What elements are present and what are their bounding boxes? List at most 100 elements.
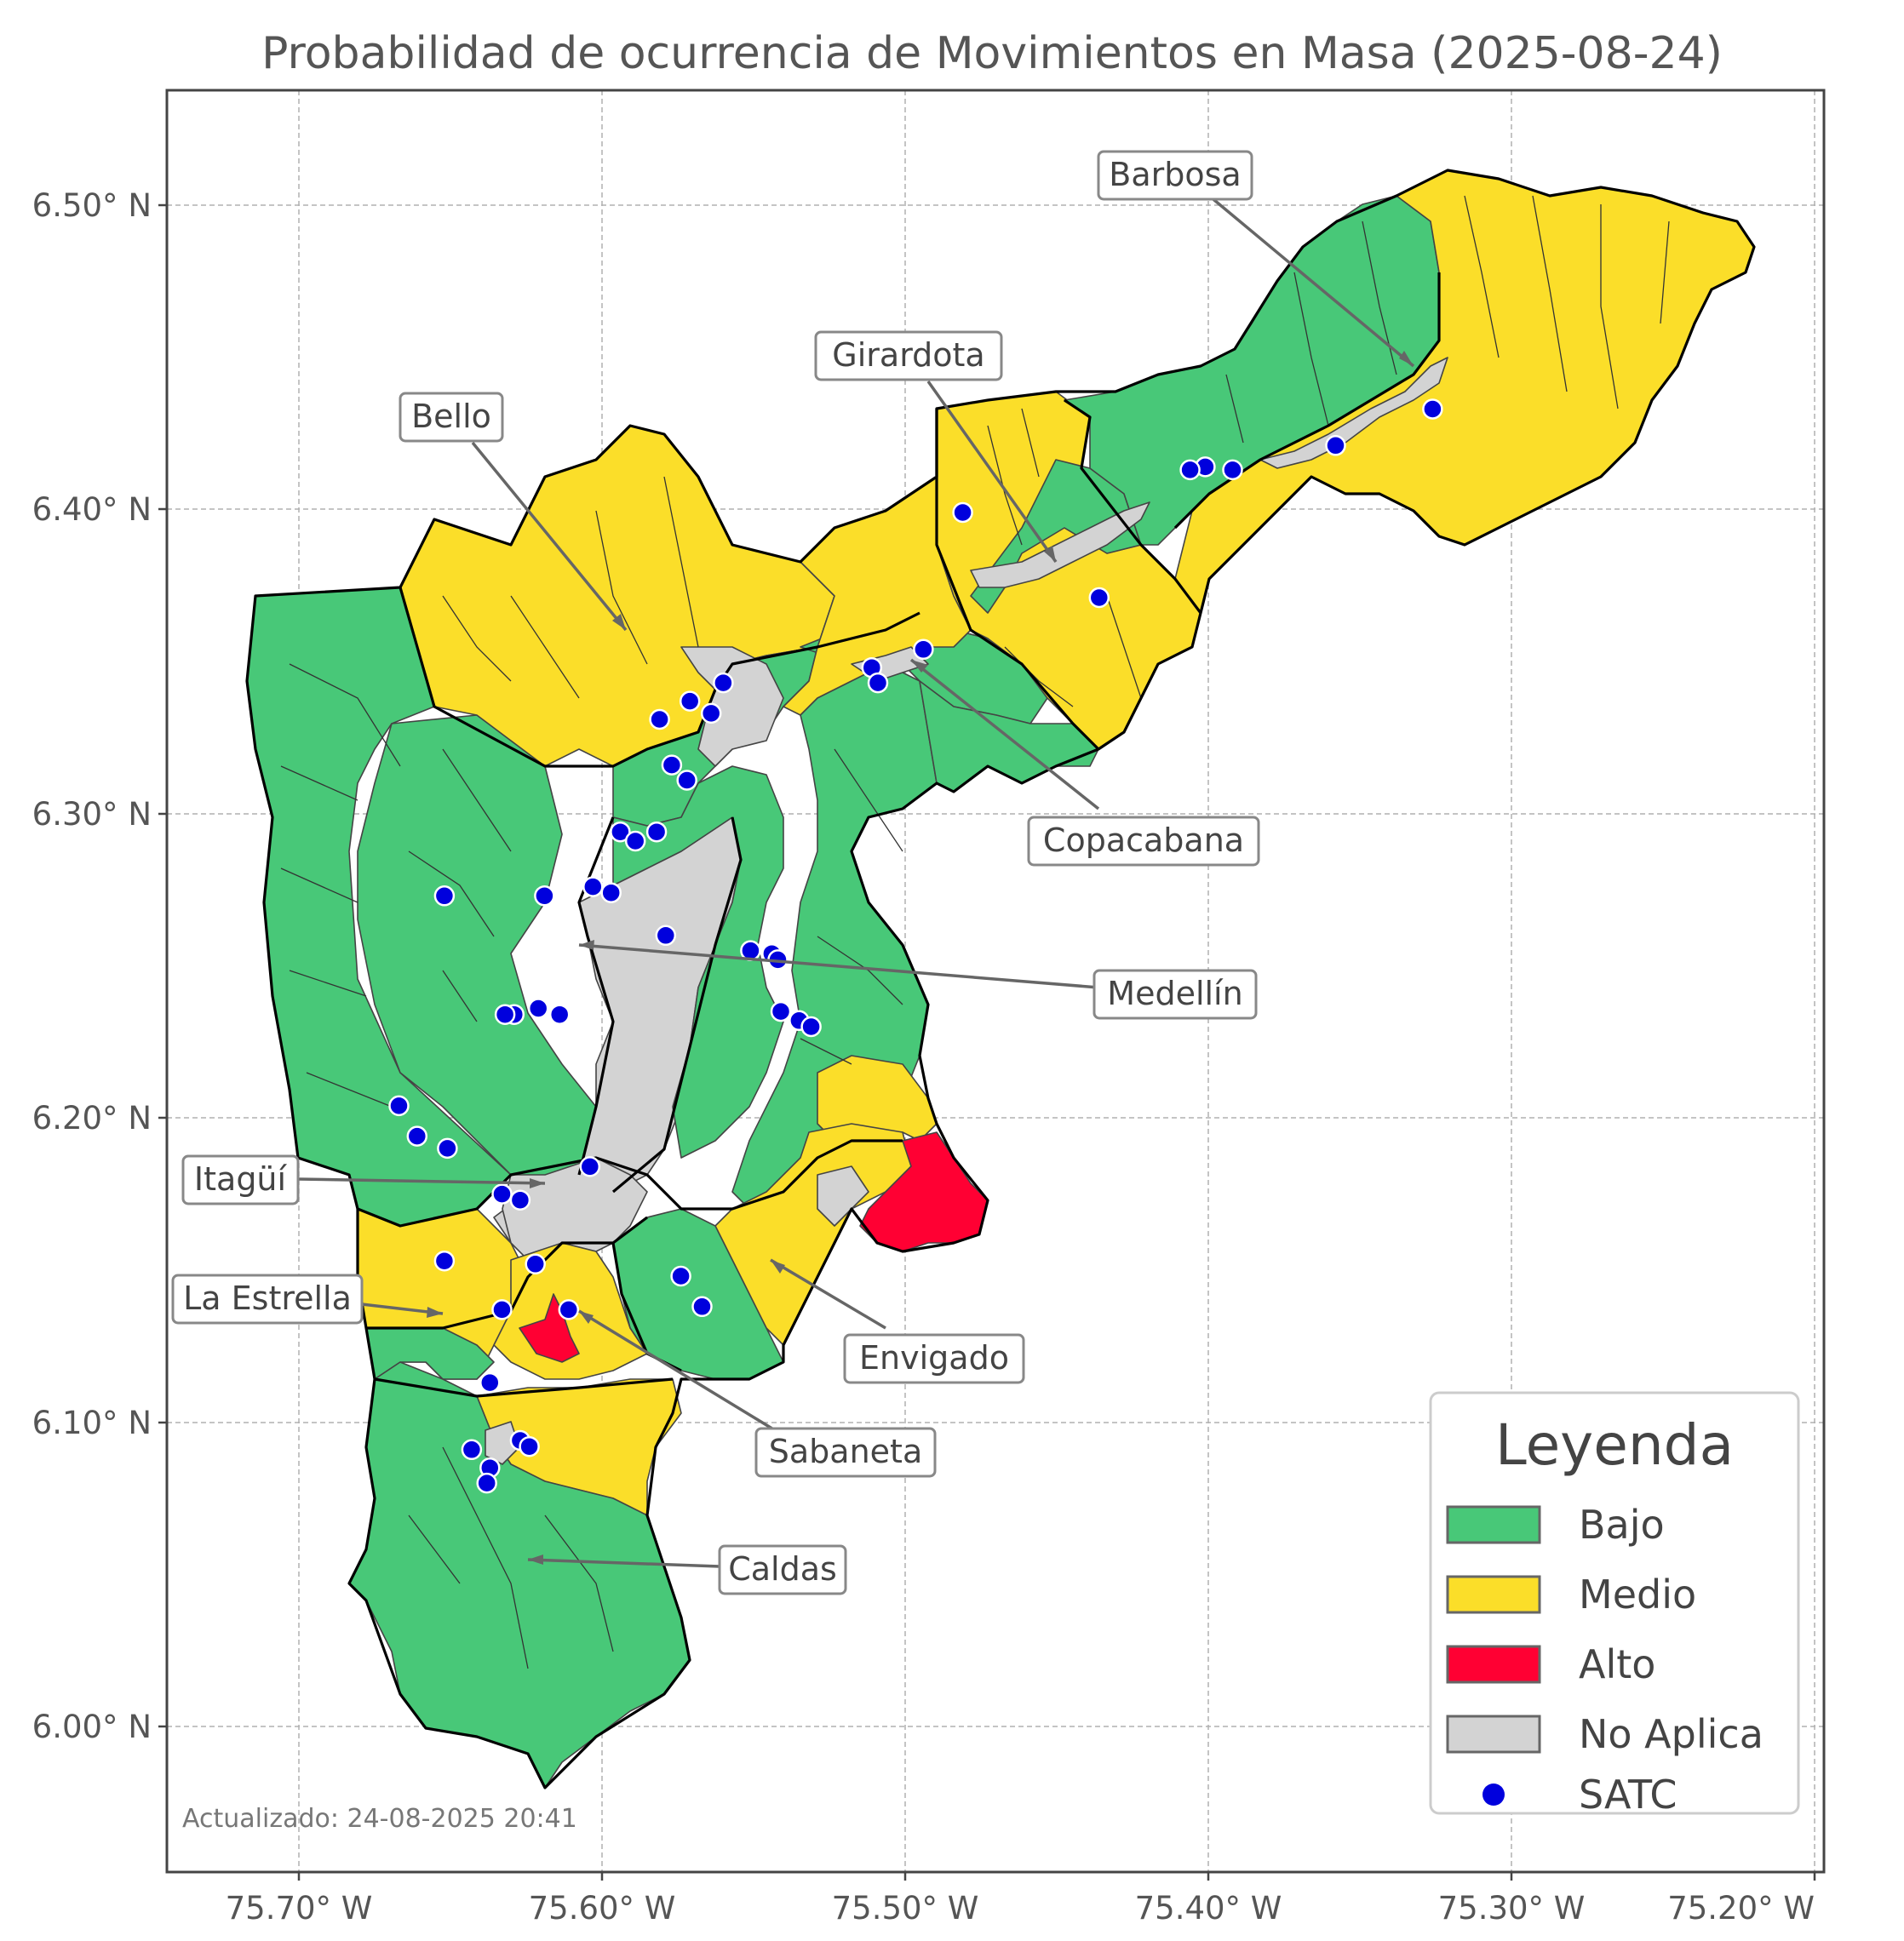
x-tick-label: 75.70° W <box>226 1890 373 1927</box>
legend-title: Leyenda <box>1495 1412 1734 1478</box>
satc-station-marker[interactable] <box>700 702 722 724</box>
satc-station-marker[interactable] <box>548 1004 571 1025</box>
callout-labels[interactable]: Barbosa Girardota Bello Copacabana Medel… <box>171 150 1260 1595</box>
satc-station-marker[interactable] <box>534 885 555 907</box>
satc-station-marker[interactable] <box>579 1156 601 1177</box>
callout-girardota[interactable]: Girardota <box>814 330 1003 381</box>
satc-station-marker[interactable] <box>661 754 683 776</box>
legend-swatch-medio <box>1446 1575 1541 1614</box>
satc-station-marker[interactable] <box>491 1183 513 1205</box>
satc-station-marker[interactable] <box>519 1435 540 1457</box>
satc-station-marker[interactable] <box>655 925 677 947</box>
satc-station-marker[interactable] <box>645 821 668 843</box>
map-title: Probabilidad de ocurrencia de Movimiento… <box>261 28 1723 79</box>
x-tick-label: 75.50° W <box>832 1890 979 1927</box>
satc-station-marker[interactable] <box>800 1016 822 1038</box>
legend-label-alto: Alto <box>1579 1641 1655 1687</box>
callout-barbosa[interactable]: Barbosa <box>1097 150 1253 201</box>
satc-station-marker[interactable] <box>913 638 934 661</box>
satc-station-marker[interactable] <box>437 1137 458 1159</box>
legend-swatch-no-aplica <box>1446 1715 1541 1754</box>
y-tick-label: 6.40° N <box>32 491 152 528</box>
satc-station-marker[interactable] <box>525 1253 546 1275</box>
satc-station-marker[interactable] <box>649 708 670 730</box>
satc-station-marker[interactable] <box>867 672 889 694</box>
satc-station-marker[interactable] <box>1179 459 1201 481</box>
satc-station-marker[interactable] <box>670 1265 691 1287</box>
callout-caldas-text: Caldas <box>728 1550 837 1588</box>
satc-station-marker[interactable] <box>527 998 549 1019</box>
legend-label-medio: Medio <box>1579 1572 1696 1618</box>
subdivision-lines <box>280 195 1670 1669</box>
callout-itagui-text: Itagüí <box>194 1160 288 1198</box>
callout-envigado[interactable]: Envigado <box>843 1333 1025 1384</box>
satc-station-marker[interactable] <box>676 770 697 791</box>
legend-label-bajo: Bajo <box>1579 1502 1665 1548</box>
x-axis-labels: 75.70° W 75.60° W 75.50° W 75.40° W 75.3… <box>226 1890 1815 1927</box>
satc-station-marker[interactable] <box>1222 459 1243 481</box>
satc-station-marker[interactable] <box>461 1439 483 1461</box>
region-no-aplica-girardota <box>970 501 1150 588</box>
satc-station-marker[interactable] <box>691 1296 713 1318</box>
satc-station-marker[interactable] <box>1422 398 1443 420</box>
callout-caldas[interactable]: Caldas <box>718 1544 847 1595</box>
map-regions <box>245 169 1756 1789</box>
satc-station-marker[interactable] <box>388 1095 410 1117</box>
callout-bello[interactable]: Bello <box>399 392 504 443</box>
satc-station-marker[interactable] <box>600 882 622 903</box>
municipality-boundaries <box>245 169 1756 1789</box>
tick-marks <box>158 203 1816 1881</box>
y-tick-label: 6.10° N <box>32 1405 152 1441</box>
y-tick-label: 6.20° N <box>32 1100 152 1137</box>
x-tick-label: 75.40° W <box>1135 1890 1282 1927</box>
callout-envigado-text: Envigado <box>859 1339 1009 1377</box>
satc-station-marker[interactable] <box>491 1299 513 1320</box>
region-no-aplica-barbosa <box>1259 357 1448 469</box>
callout-copacabana[interactable]: Copacabana <box>1027 816 1260 867</box>
satc-station-marker[interactable] <box>1088 587 1110 609</box>
legend-label-satc: SATC <box>1579 1772 1677 1818</box>
updated-timestamp: Actualizado: 24-08-2025 20:41 <box>182 1804 577 1834</box>
satc-station-marker[interactable] <box>713 672 734 694</box>
x-tick-label: 75.20° W <box>1667 1890 1815 1927</box>
satc-station-marker[interactable] <box>509 1189 531 1211</box>
x-tick-label: 75.30° W <box>1438 1890 1586 1927</box>
legend-swatch-alto <box>1446 1645 1541 1684</box>
callout-girardota-text: Girardota <box>832 336 984 374</box>
legend-label-no-aplica: No Aplica <box>1579 1711 1763 1757</box>
callout-itagui[interactable]: Itagüí <box>181 1154 300 1205</box>
callout-sabaneta[interactable]: Sabaneta <box>754 1427 937 1478</box>
callout-barbosa-text: Barbosa <box>1109 156 1241 193</box>
satc-station-marker[interactable] <box>952 501 973 524</box>
satc-station-marker[interactable] <box>494 1004 516 1025</box>
region-no-aplica-caldas <box>485 1421 520 1465</box>
region-alto-sabaneta <box>519 1293 580 1363</box>
satc-station-marker[interactable] <box>433 1250 456 1272</box>
satc-station-marker[interactable] <box>433 885 456 907</box>
callout-la-estrella[interactable]: La Estrella <box>171 1274 364 1325</box>
plot-frame <box>165 89 1826 1874</box>
y-axis-labels: 6.50° N 6.40° N 6.30° N 6.20° N 6.10° N … <box>32 187 152 1745</box>
y-tick-label: 6.50° N <box>32 187 152 224</box>
satc-station-marker[interactable] <box>610 821 631 843</box>
satc-station-marker[interactable] <box>1325 435 1346 456</box>
satc-station-marker[interactable] <box>479 1371 501 1394</box>
satc-station-marker[interactable] <box>476 1472 497 1494</box>
x-tick-label: 75.60° W <box>529 1890 676 1927</box>
satc-station-marker[interactable] <box>770 1000 792 1022</box>
region-no-aplica-bello <box>680 646 784 767</box>
callout-sabaneta-text: Sabaneta <box>769 1433 922 1470</box>
callout-medellin[interactable]: Medellín <box>1093 969 1258 1020</box>
satc-station-marker[interactable] <box>624 830 646 852</box>
satc-station-marker[interactable] <box>406 1125 428 1147</box>
y-tick-label: 6.00° N <box>32 1709 152 1745</box>
satc-station-marker[interactable] <box>582 876 604 897</box>
satc-station-marker[interactable] <box>558 1299 580 1320</box>
legend-marker-satc <box>1482 1784 1505 1806</box>
callout-copacabana-text: Copacabana <box>1043 822 1244 859</box>
legend: Leyenda Bajo Medio Alto No Aplica SATC <box>1429 1391 1800 1818</box>
satc-station-marker[interactable] <box>679 690 701 712</box>
y-tick-label: 6.30° N <box>32 796 152 833</box>
satc-stations <box>388 398 1443 1494</box>
